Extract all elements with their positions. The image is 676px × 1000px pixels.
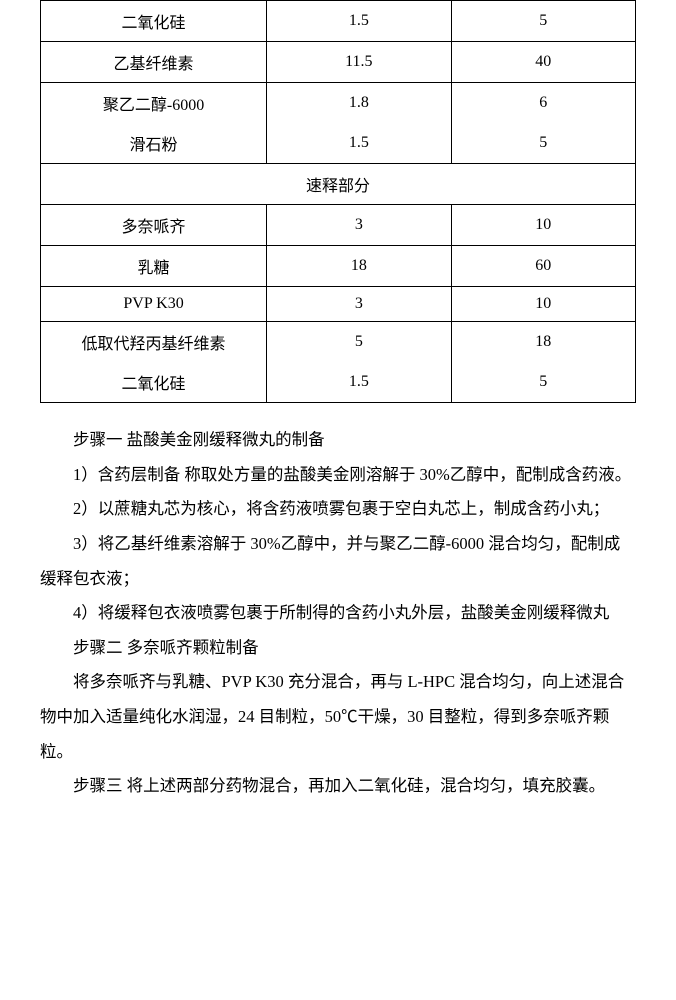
table-row: 乙基纤维素 11.5 40	[41, 42, 636, 83]
table-row: 低取代羟丙基纤维素 5 18	[41, 322, 636, 363]
paragraph: 步骤一 盐酸美金刚缓释微丸的制备	[40, 423, 636, 458]
cell-val2: 10	[451, 205, 635, 246]
cell-name: 二氧化硅	[41, 362, 267, 403]
cell-val1: 1.8	[267, 83, 451, 124]
paragraph: 4）将缓释包衣液喷雾包裹于所制得的含药小丸外层，盐酸美金刚缓释微丸	[40, 596, 636, 631]
table-row: 多奈哌齐 3 10	[41, 205, 636, 246]
cell-val1: 11.5	[267, 42, 451, 83]
cell-name: PVP K30	[41, 287, 267, 322]
cell-name: 乙基纤维素	[41, 42, 267, 83]
table-row: 二氧化硅 1.5 5	[41, 1, 636, 42]
paragraph: 1）含药层制备 称取处方量的盐酸美金刚溶解于 30%乙醇中，配制成含药液。	[40, 458, 636, 493]
table-row: 二氧化硅 1.5 5	[41, 362, 636, 403]
table-row: PVP K30 3 10	[41, 287, 636, 322]
section-header-cell: 速释部分	[41, 164, 636, 205]
cell-val1: 1.5	[267, 362, 451, 403]
paragraph: 步骤三 将上述两部分药物混合，再加入二氧化硅，混合均匀，填充胶囊。	[40, 769, 636, 804]
cell-val2: 60	[451, 246, 635, 287]
cell-name: 二氧化硅	[41, 1, 267, 42]
cell-val1: 3	[267, 205, 451, 246]
table-section-header: 速释部分	[41, 164, 636, 205]
cell-val2: 5	[451, 1, 635, 42]
cell-val2: 10	[451, 287, 635, 322]
cell-val1: 18	[267, 246, 451, 287]
cell-val2: 18	[451, 322, 635, 363]
paragraph: 2）以蔗糖丸芯为核心，将含药液喷雾包裹于空白丸芯上，制成含药小丸；	[40, 492, 636, 527]
cell-name: 多奈哌齐	[41, 205, 267, 246]
cell-name: 低取代羟丙基纤维素	[41, 322, 267, 363]
cell-val1: 5	[267, 322, 451, 363]
paragraph: 将多奈哌齐与乳糖、PVP K30 充分混合，再与 L-HPC 混合均匀，向上述混…	[40, 665, 636, 769]
cell-val1: 1.5	[267, 123, 451, 164]
cell-name: 乳糖	[41, 246, 267, 287]
paragraph: 3）将乙基纤维素溶解于 30%乙醇中，并与聚乙二醇-6000 混合均匀，配制成缓…	[40, 527, 636, 596]
formulation-table: 二氧化硅 1.5 5 乙基纤维素 11.5 40 聚乙二醇-6000 1.8 6…	[40, 0, 636, 403]
cell-name: 聚乙二醇-6000	[41, 83, 267, 124]
page-content: 二氧化硅 1.5 5 乙基纤维素 11.5 40 聚乙二醇-6000 1.8 6…	[0, 0, 676, 804]
cell-val2: 5	[451, 123, 635, 164]
table-row: 乳糖 18 60	[41, 246, 636, 287]
cell-val1: 3	[267, 287, 451, 322]
paragraph: 步骤二 多奈哌齐颗粒制备	[40, 631, 636, 666]
procedure-text: 步骤一 盐酸美金刚缓释微丸的制备 1）含药层制备 称取处方量的盐酸美金刚溶解于 …	[40, 423, 636, 804]
cell-val2: 6	[451, 83, 635, 124]
table-row: 聚乙二醇-6000 1.8 6	[41, 83, 636, 124]
cell-name: 滑石粉	[41, 123, 267, 164]
cell-val1: 1.5	[267, 1, 451, 42]
table-row: 滑石粉 1.5 5	[41, 123, 636, 164]
cell-val2: 5	[451, 362, 635, 403]
cell-val2: 40	[451, 42, 635, 83]
